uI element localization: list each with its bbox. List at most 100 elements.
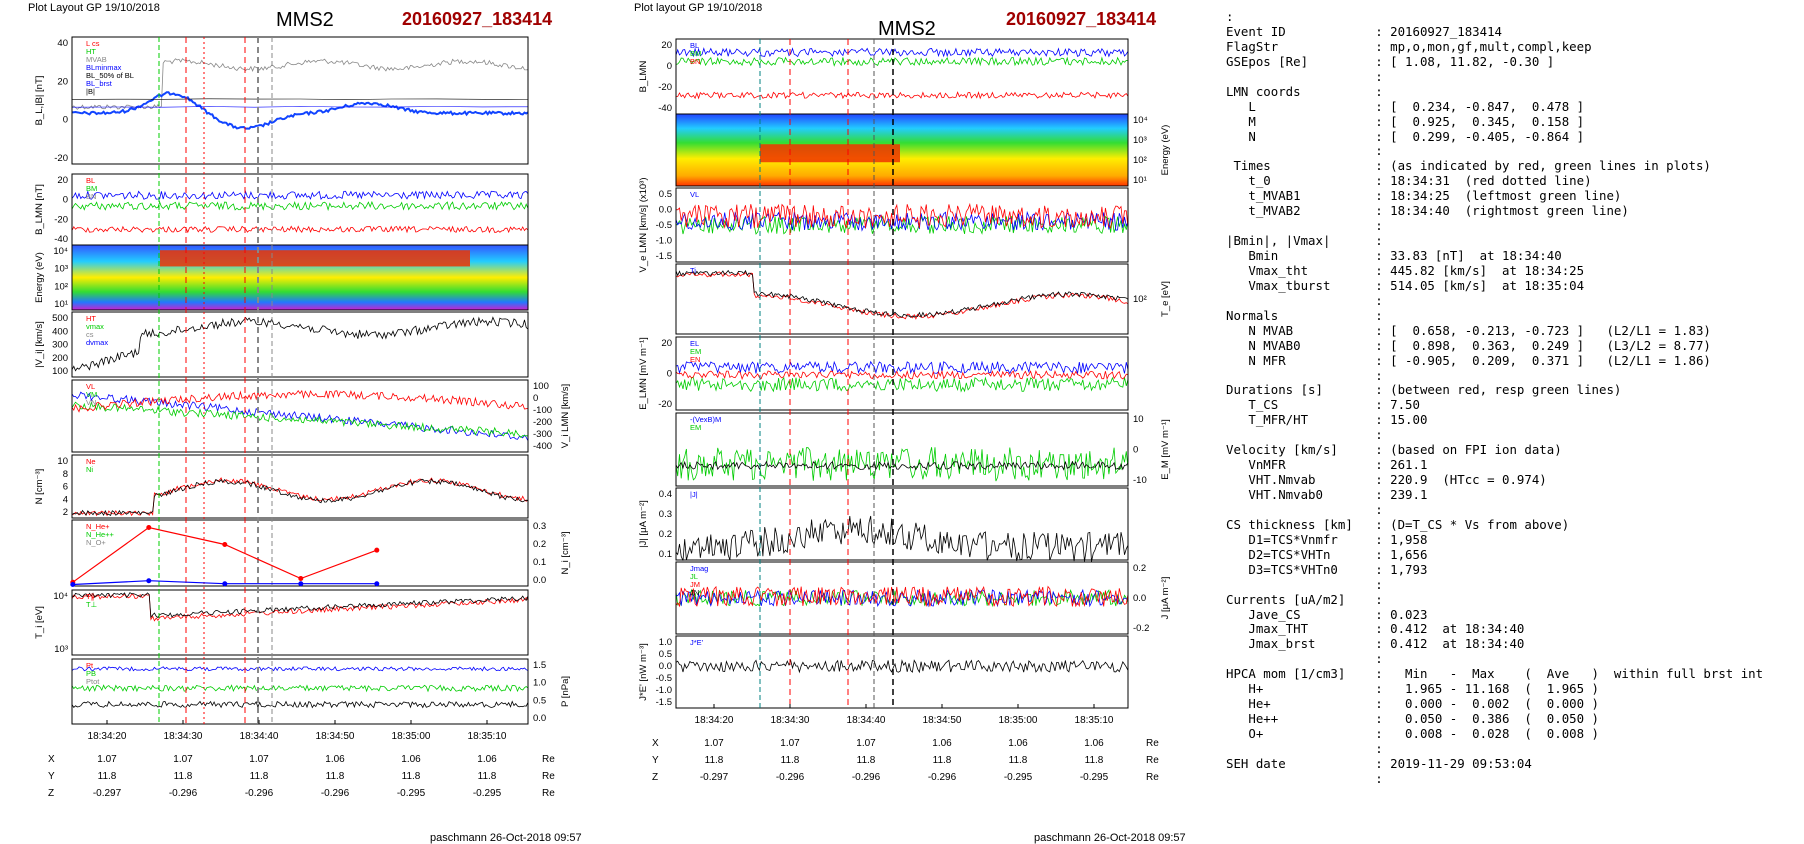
y-tick-label: 0.0 xyxy=(533,713,546,724)
y-tick-label: 0.2 xyxy=(533,539,546,550)
trace xyxy=(71,700,529,709)
legend-entry: BM xyxy=(690,49,701,58)
x-tick-label: 18:35:00 xyxy=(392,731,431,742)
panel-frame xyxy=(675,487,1129,561)
x-tick-label: 18:35:10 xyxy=(1075,715,1114,726)
y-tick-label: 100 xyxy=(533,381,549,392)
ephemeris-value: -0.296 xyxy=(321,788,350,799)
info-line: D2=TCS*VHTn : 1,656 xyxy=(1226,546,1428,562)
panel-ni: 0.3 0.2 0.1 0.0 N_i [cm⁻³] N_He+N_He++N_O+ xyxy=(71,519,571,587)
legend-entry: dvmax xyxy=(86,338,108,347)
legend-entry: Pt xyxy=(86,661,94,670)
left-event-label: 20160927_183414 xyxy=(402,9,553,29)
y-tick-label: 10 xyxy=(1133,414,1144,425)
trace xyxy=(675,210,1129,232)
panel-je: 1.00.50.0-0.5-1.0-1.5 J*E' [nW m⁻³] J*E' xyxy=(638,635,1129,709)
panel-frame xyxy=(71,311,529,378)
ephemeris-unit: Re xyxy=(1146,738,1159,749)
info-line: He+ : 0.000 - 0.002 ( 0.000 ) xyxy=(1226,696,1599,712)
x-tick-label: 18:34:40 xyxy=(240,731,279,742)
y-tick-label: 10² xyxy=(1133,155,1147,166)
ephemeris-value: 1.07 xyxy=(856,738,876,749)
panel-frame xyxy=(675,412,1129,487)
right-event-label: 20160927_183414 xyxy=(1006,9,1157,29)
y-tick-label: -1.5 xyxy=(656,251,672,262)
y-tick-label: 0 xyxy=(667,61,672,72)
y-tick-label: 0.5 xyxy=(659,649,672,660)
panel-spec: 10⁴ 10³ 10² 10¹ Energy (eV) xyxy=(675,113,1171,187)
trace xyxy=(71,200,529,212)
legend-entry: cs xyxy=(86,330,94,339)
info-line: T_MFR/HT : 15.00 xyxy=(1226,412,1428,428)
info-line: VHT.Nmvab0 : 239.1 xyxy=(1226,487,1428,502)
x-tick-label: 18:34:50 xyxy=(316,731,355,742)
legend-entry: MVAB xyxy=(86,55,107,64)
y-tick-label: 10 xyxy=(57,456,68,467)
ephemeris-value: 11.8 xyxy=(250,771,269,782)
left-spacecraft-label: MMS2 xyxy=(276,9,334,31)
trace xyxy=(675,376,1129,393)
ephemeris-unit: Re xyxy=(542,788,555,799)
legend-entry: BN xyxy=(690,57,700,66)
y-tick-label: 10⁴ xyxy=(1133,115,1148,126)
info-line: Normals : xyxy=(1226,307,1383,323)
trace xyxy=(675,369,1129,381)
y-axis-label: B_LMN xyxy=(638,61,649,93)
y-tick-label: 20 xyxy=(57,175,68,186)
info-line: GSEpos [Re] : [ 1.08, 11.82, -0.30 ] xyxy=(1226,53,1555,69)
legend-entry: BL_brst xyxy=(86,79,113,88)
y-tick-label: 10² xyxy=(54,281,68,292)
ephemeris-row-label: Z xyxy=(652,772,658,783)
info-line: : xyxy=(1226,651,1383,667)
y-tick-label: 8 xyxy=(63,469,68,480)
y-tick-label: -20 xyxy=(54,214,68,225)
y-axis-label: Energy (eV) xyxy=(1160,125,1171,176)
trace xyxy=(71,190,529,201)
trace xyxy=(675,360,1129,375)
legend-entry: BL xyxy=(690,41,699,50)
y-axis-label: T_i [eV] xyxy=(34,606,45,639)
y-axis-label: B_L,|B| [nT] xyxy=(34,76,45,126)
y-tick-label: 400 xyxy=(52,326,68,337)
y-tick-label: -20 xyxy=(658,82,672,93)
info-line: He++ : 0.050 - 0.386 ( 0.050 ) xyxy=(1226,711,1599,727)
info-line: VHT.Nmvab : 220.9 (HTcc = 0.974) xyxy=(1226,472,1547,488)
info-line: : xyxy=(1226,9,1234,24)
trace xyxy=(675,460,1129,471)
info-line: t_0 : 18:34:31 (red dotted line) xyxy=(1226,173,1592,189)
info-line: Times : (as indicated by red, green line… xyxy=(1226,158,1711,174)
panel-frame xyxy=(71,244,529,311)
y-tick-label: 20 xyxy=(661,40,672,51)
y-axis-label: E_LMN [mV m⁻¹] xyxy=(638,337,649,410)
panel-spec: 10⁴ 10³ 10² 10¹ Energy (eV) xyxy=(34,244,529,311)
panel-frame xyxy=(675,187,1129,263)
info-line: : xyxy=(1226,292,1383,308)
ephemeris-value: -0.296 xyxy=(928,772,957,783)
trace xyxy=(675,447,1129,482)
ephemeris-value: -0.295 xyxy=(473,788,502,799)
info-line: t_MVAB2 : 18:34:40 (rightmost green line… xyxy=(1226,203,1629,219)
info-line: M : [ 0.925, 0.345, 0.158 ] xyxy=(1226,113,1585,129)
trace xyxy=(71,478,529,516)
y-tick-label: -100 xyxy=(533,405,552,416)
y-tick-label: 10³ xyxy=(54,644,68,655)
info-line: Velocity [km/s] : (based on FPI ion data… xyxy=(1226,442,1562,458)
y-tick-label: 500 xyxy=(52,313,68,324)
legend-entry: VL xyxy=(86,382,95,391)
trace xyxy=(675,269,1129,319)
y-tick-label: 40 xyxy=(57,38,68,49)
y-tick-label: 0.2 xyxy=(1133,563,1146,574)
legend-entry: N_He+ xyxy=(86,522,110,531)
info-line: : xyxy=(1226,367,1383,383)
legend-entry: Ptot xyxy=(86,677,100,686)
y-axis-label: B_LMN [nT] xyxy=(34,184,45,235)
panel-frame xyxy=(71,379,529,453)
trace xyxy=(71,58,529,110)
info-line: : xyxy=(1226,68,1383,84)
y-tick-label: -0.5 xyxy=(656,673,672,684)
panel-frame xyxy=(675,635,1129,709)
